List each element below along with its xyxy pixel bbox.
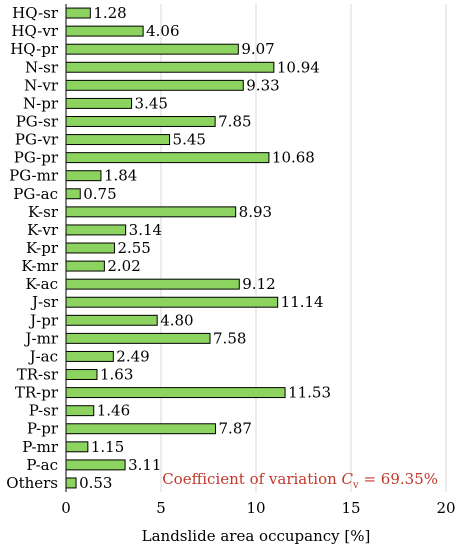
bar: [65, 477, 77, 489]
bar: [65, 206, 237, 218]
category-label: N-vr: [24, 76, 59, 94]
value-label: 1.63: [100, 366, 133, 384]
category-label: PG-mr: [9, 167, 59, 185]
value-label: 0.75: [83, 185, 116, 203]
bar: [65, 134, 171, 146]
category-label: PG-vr: [15, 131, 59, 149]
value-label: 11.53: [288, 384, 331, 402]
value-label: 3.14: [129, 221, 162, 239]
category-label: N-sr: [25, 58, 59, 76]
value-label: 7.87: [219, 420, 252, 438]
bar: [65, 188, 81, 200]
value-label: 4.80: [160, 311, 193, 329]
value-label: 1.84: [104, 167, 137, 185]
category-label: HQ-pr: [10, 40, 59, 58]
category-label: K-mr: [21, 257, 58, 275]
annotation-subscript: v: [352, 480, 359, 491]
category-label: TR-sr: [17, 366, 59, 384]
cv-annotation: Coefficient of variation Cv = 69.35%: [162, 470, 438, 491]
x-tick-labels: 0 5 10 15 20: [61, 499, 455, 517]
bar: [65, 79, 244, 91]
bar: [65, 278, 240, 290]
category-label: TR-pr: [15, 384, 59, 402]
category-labels: HQ-srHQ-vrHQ-prN-srN-vrN-prPG-srPG-vrPG-…: [6, 4, 59, 492]
bar: [65, 242, 115, 254]
value-label: 1.46: [97, 402, 130, 420]
category-label: K-pr: [26, 239, 59, 257]
gridlines: [160, 4, 447, 492]
bar: [65, 116, 216, 127]
value-label: 1.28: [93, 4, 126, 22]
x-tick-label: 10: [246, 499, 265, 517]
value-label: 7.85: [218, 112, 251, 130]
bar: [65, 459, 126, 471]
bar: [65, 405, 95, 417]
value-label: 10.68: [272, 149, 315, 167]
value-label: 9.07: [241, 40, 274, 58]
category-label: HQ-sr: [12, 4, 59, 22]
bar: [65, 7, 91, 19]
category-label: J-sr: [30, 293, 59, 311]
value-label: 2.02: [107, 257, 140, 275]
value-label: 11.14: [281, 293, 324, 311]
category-label: P-pr: [27, 420, 59, 438]
x-tick-label: 20: [436, 499, 455, 517]
bar: [65, 152, 270, 164]
bar: [65, 25, 144, 37]
bar: [65, 224, 127, 236]
value-label: 8.93: [239, 203, 272, 221]
value-label: 1.15: [91, 438, 124, 456]
category-label: K-sr: [28, 203, 59, 221]
bar: [65, 170, 102, 182]
annotation-symbol: C: [342, 470, 354, 488]
x-tick-label: 5: [156, 499, 166, 517]
x-tick-label: 0: [61, 499, 71, 517]
value-label: 7.58: [213, 329, 246, 347]
category-label: Others: [6, 474, 58, 492]
bar: [65, 369, 98, 380]
bar: [65, 441, 89, 453]
annotation-prefix: Coefficient of variation: [162, 470, 341, 488]
category-label: N-pr: [23, 94, 59, 112]
bar: [65, 296, 279, 308]
x-tick-label: 15: [341, 499, 360, 517]
bar: [65, 43, 239, 55]
bar: [65, 61, 275, 73]
category-label: J-mr: [24, 329, 59, 347]
category-label: J-ac: [28, 347, 58, 365]
category-label: J-pr: [28, 311, 59, 329]
value-label: 4.06: [146, 22, 179, 40]
value-label: 9.33: [246, 76, 279, 94]
category-label: P-ac: [26, 456, 58, 474]
category-label: HQ-vr: [11, 22, 58, 40]
x-axis-title: Landslide area occupancy [%]: [142, 527, 371, 545]
category-label: K-vr: [27, 221, 59, 239]
bar: [65, 423, 217, 435]
category-label: K-ac: [25, 275, 58, 293]
value-label: 3.45: [135, 94, 168, 112]
category-label: P-sr: [29, 402, 59, 420]
bar: [65, 314, 158, 326]
value-label: 5.45: [173, 131, 206, 149]
value-label: 9.12: [242, 275, 275, 293]
bar: [65, 350, 114, 362]
value-label: 3.11: [128, 456, 161, 474]
bar: [65, 332, 211, 344]
annotation-suffix: = 69.35%: [359, 470, 438, 488]
value-label: 2.55: [117, 239, 150, 257]
value-label: 0.53: [79, 474, 112, 492]
bar: [65, 97, 133, 109]
value-label: 10.94: [277, 58, 320, 76]
category-label: PG-sr: [16, 112, 59, 130]
category-label: PG-pr: [14, 149, 59, 167]
category-label: P-mr: [22, 438, 59, 456]
category-label: PG-ac: [13, 185, 58, 203]
bar: [65, 387, 286, 399]
bar: [65, 260, 105, 272]
value-label: 2.49: [116, 347, 149, 365]
